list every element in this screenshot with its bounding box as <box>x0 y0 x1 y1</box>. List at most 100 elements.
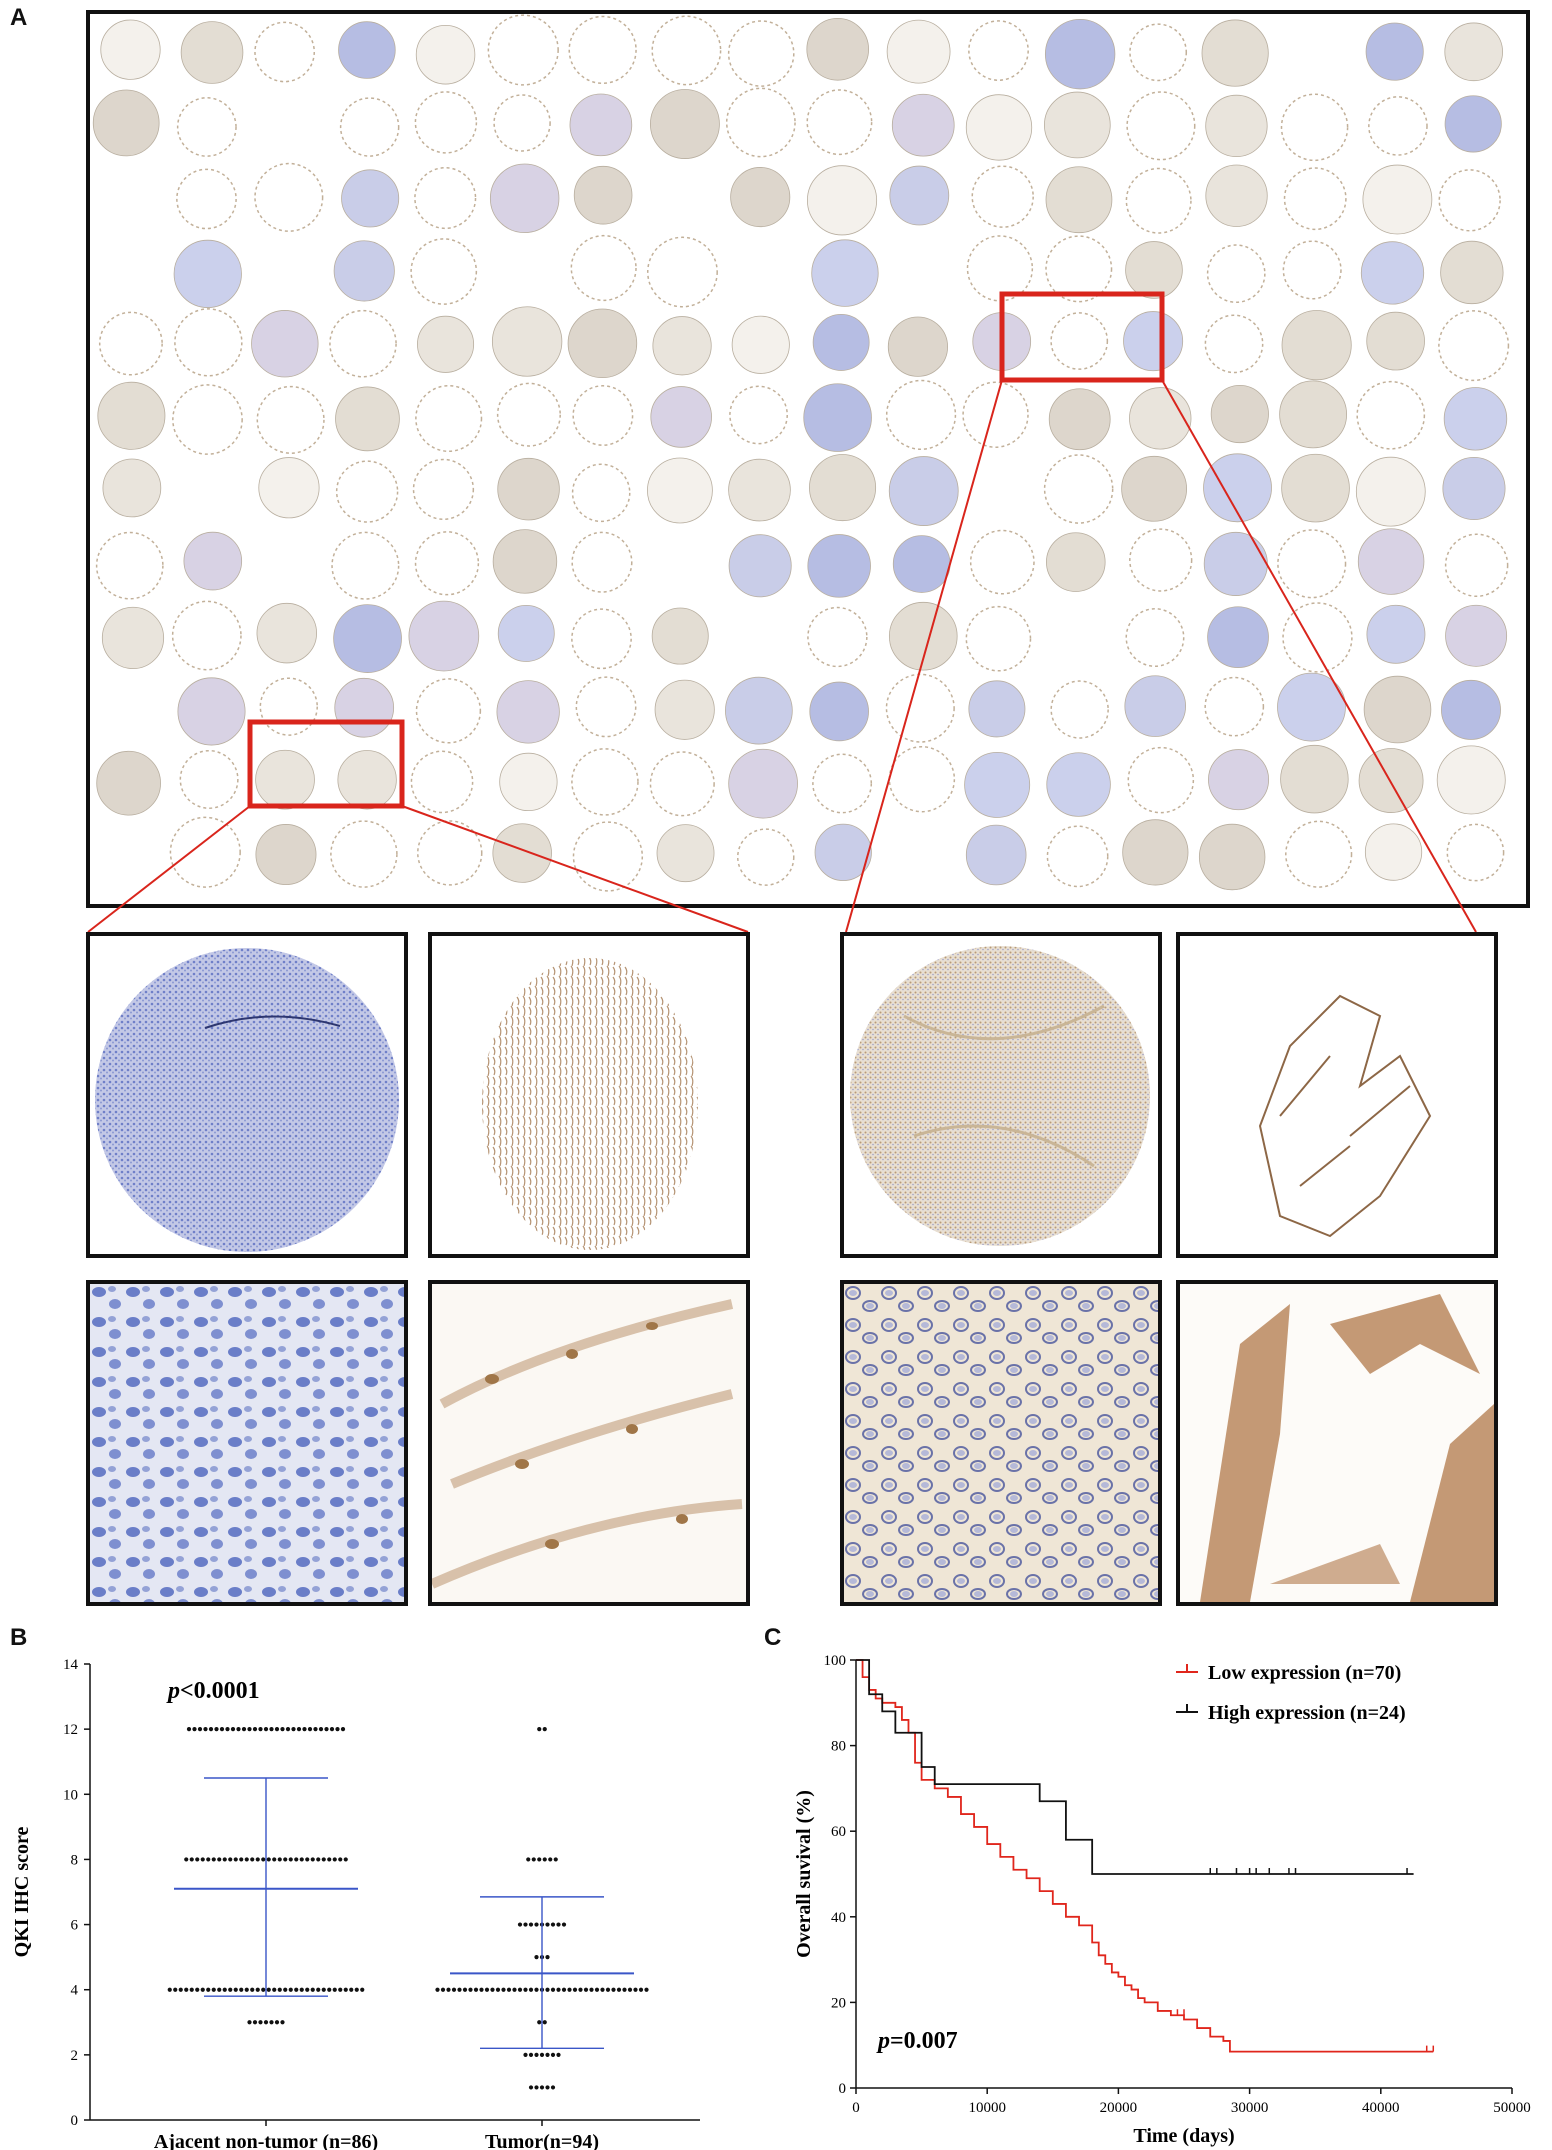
data-point <box>594 1987 600 1992</box>
data-point <box>528 1922 534 1927</box>
connector-line <box>87 805 251 933</box>
data-point <box>250 1987 255 1992</box>
tissue-core <box>1205 164 1268 227</box>
y-tick-label: 14 <box>63 1657 79 1673</box>
data-point <box>189 1987 194 1992</box>
data-point <box>269 1727 274 1732</box>
data-point <box>228 1987 233 1992</box>
data-point <box>462 1987 468 1992</box>
tissue-core <box>496 680 560 744</box>
tissue-core <box>1046 752 1111 817</box>
tissue-core <box>255 824 317 885</box>
data-point <box>338 1987 343 1992</box>
data-point <box>283 1987 288 1992</box>
data-point <box>200 1987 205 1992</box>
data-point <box>644 1987 649 1992</box>
data-point <box>236 1727 241 1732</box>
data-point <box>211 1857 216 1862</box>
tissue-core <box>1048 388 1111 451</box>
tissue-core <box>728 458 791 522</box>
data-point <box>280 1727 285 1732</box>
data-point <box>272 1987 277 1992</box>
tissue-core <box>570 234 637 302</box>
data-point <box>247 1727 252 1732</box>
tissue-core <box>410 750 474 814</box>
data-point <box>545 1955 550 1960</box>
tissue-core <box>725 87 796 158</box>
data-point <box>523 1987 528 1992</box>
data-point <box>550 2052 556 2057</box>
data-point <box>528 1987 534 1992</box>
p-value-annotation: p<0.0001 <box>166 1678 260 1704</box>
tissue-core <box>888 745 956 813</box>
data-point <box>316 1857 321 1862</box>
tissue-core <box>1044 91 1111 159</box>
tissue-core <box>729 385 788 445</box>
tissue-core <box>1210 384 1269 444</box>
data-point <box>305 1857 310 1862</box>
y-tick-label: 100 <box>824 1653 847 1669</box>
tissue-core <box>415 25 476 85</box>
tissue-cell-image <box>432 1284 746 1602</box>
tissue-core <box>337 750 397 810</box>
x-tick-label: 20000 <box>1100 2100 1138 2116</box>
data-point <box>545 2052 550 2057</box>
tissue-core <box>335 386 400 452</box>
core-zoom-tumor-high-mag <box>428 1280 750 1606</box>
tissue-core <box>251 310 319 378</box>
tissue-core <box>172 384 243 455</box>
tissue-core <box>889 165 950 226</box>
data-point <box>526 1857 531 1862</box>
y-tick-label: 0 <box>71 2113 79 2129</box>
data-point <box>241 1727 247 1732</box>
tissue-core <box>1441 679 1501 740</box>
data-point <box>255 1857 260 1862</box>
data-point <box>446 1987 451 1992</box>
tissue-core <box>806 18 870 81</box>
highlight-box-right <box>999 291 1165 383</box>
connector-line <box>401 805 749 933</box>
data-point <box>627 1987 633 1992</box>
tissue-core <box>962 381 1029 448</box>
x-tick-label: 0 <box>852 2100 860 2116</box>
data-point <box>184 1857 189 1862</box>
data-point <box>280 2020 285 2025</box>
data-point <box>277 1987 282 1992</box>
tissue-core <box>176 97 237 157</box>
tissue-core <box>417 315 475 373</box>
tissue-core <box>183 531 243 591</box>
tissue-core <box>888 601 958 671</box>
tissue-core <box>650 386 712 448</box>
tissue-core <box>101 606 165 670</box>
data-point <box>468 1987 473 1992</box>
y-tick-label: 20 <box>831 1995 846 2011</box>
tissue-core <box>255 749 315 810</box>
data-point <box>258 1727 263 1732</box>
data-point <box>542 1857 547 1862</box>
tissue-core <box>1204 676 1265 737</box>
data-point <box>228 1857 233 1862</box>
data-point <box>539 2052 545 2057</box>
data-point <box>252 1727 258 1732</box>
data-point <box>222 1987 227 1992</box>
tissue-core <box>647 457 713 524</box>
tissue-core <box>1122 819 1189 886</box>
data-point <box>233 1987 238 1992</box>
tissue-core <box>180 21 244 84</box>
data-point <box>211 1987 216 1992</box>
survival-curve-chart: 0 20 40 60 80 100 0 10000 20000 30000 40000 50000 Ti… <box>793 1653 1531 2147</box>
data-point <box>537 2020 542 2025</box>
data-point <box>318 1727 324 1732</box>
data-point <box>638 1987 644 1992</box>
tissue-core <box>329 309 397 378</box>
tissue-core <box>414 91 478 154</box>
tissue-core-image <box>482 958 698 1250</box>
data-point <box>329 1727 335 1732</box>
tissue-core <box>1444 533 1509 598</box>
tissue-core <box>1281 310 1352 381</box>
data-point <box>186 1727 192 1732</box>
data-point <box>192 1727 197 1732</box>
data-point <box>217 1857 222 1862</box>
data-point <box>531 1857 536 1862</box>
tissue-core <box>331 531 400 600</box>
